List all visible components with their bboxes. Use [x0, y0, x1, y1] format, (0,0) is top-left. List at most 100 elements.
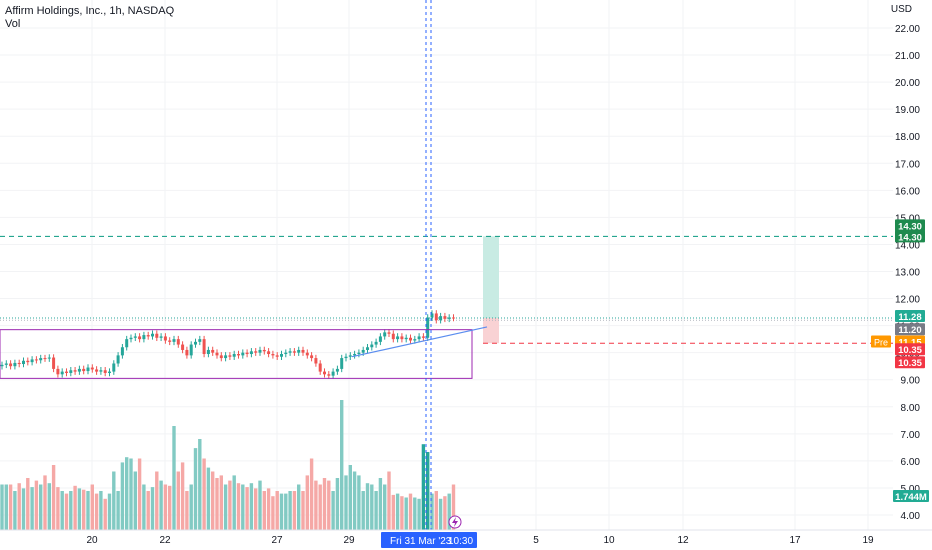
x-tick-label: 22 — [159, 535, 171, 546]
volume-bar — [0, 484, 4, 530]
volume-bar — [193, 448, 198, 530]
candle-body — [185, 349, 189, 356]
volume-bar — [142, 484, 146, 530]
candle-body — [198, 339, 202, 342]
candle-body — [262, 349, 266, 352]
volume-bar — [99, 491, 103, 530]
candle-body — [125, 339, 129, 348]
candle-body — [65, 371, 68, 373]
volume-bar — [21, 488, 26, 530]
candle-body — [172, 339, 176, 342]
candle-body — [331, 371, 335, 376]
candle-body — [447, 317, 451, 319]
volume-bar — [297, 484, 301, 530]
x-tick-label: 10 — [603, 535, 615, 546]
volume-bar — [417, 498, 421, 530]
y-tick-label: 12.00 — [895, 295, 920, 306]
candle-body — [151, 333, 154, 337]
y-tick-label: 14.00 — [895, 240, 920, 251]
candle-body — [0, 364, 4, 367]
volume-bar — [249, 483, 254, 530]
candle-body — [9, 363, 13, 367]
volume-bar — [284, 493, 288, 530]
y-tick-label: 7.00 — [901, 430, 921, 441]
volume-bar — [387, 471, 391, 530]
volume-bar — [228, 480, 232, 530]
volume-bar — [275, 491, 279, 530]
time-axis[interactable]: 20 22 27 29 5 10 12 17 19 — [0, 529, 932, 546]
candle-body — [409, 337, 412, 341]
candle-body — [348, 355, 352, 357]
volume-bar — [206, 467, 211, 530]
volume-legend[interactable]: Vol — [5, 18, 21, 30]
volume-bar — [430, 493, 434, 530]
candle-body — [176, 339, 180, 345]
volume-bar — [301, 491, 305, 530]
volume-bar — [438, 498, 443, 530]
volume-bar — [309, 458, 314, 530]
candle-body — [421, 336, 425, 338]
volume-bar — [39, 484, 43, 530]
volume-bar — [357, 475, 361, 530]
candle-series — [0, 310, 455, 379]
candle-body — [404, 337, 408, 340]
volume-bar — [34, 480, 39, 530]
candle-body — [374, 341, 378, 345]
candle-body — [22, 360, 25, 365]
volume-bar — [391, 494, 395, 530]
candle-body — [237, 354, 240, 356]
volume-bar — [116, 491, 120, 530]
x-tick-label: 29 — [343, 535, 355, 546]
volume-bar — [314, 480, 318, 530]
drawings-layer[interactable] — [0, 326, 488, 379]
y-tick-label: 17.00 — [895, 159, 920, 170]
volume-bar — [348, 465, 352, 530]
volume-bar — [365, 483, 370, 530]
volume-value-label: 1.744M — [895, 492, 927, 503]
volume-bar — [215, 478, 219, 530]
volume-bar — [176, 471, 180, 530]
y-tick-label: 15.00 — [895, 213, 920, 224]
volume-bar — [120, 462, 125, 530]
horizontal-lines — [0, 235, 893, 344]
volume-bar — [245, 487, 249, 530]
candle-body — [267, 351, 271, 355]
volume-bar — [86, 491, 90, 530]
volume-bar — [82, 489, 86, 530]
candle-body — [430, 313, 434, 318]
candle-body — [90, 367, 94, 370]
volume-bar — [344, 475, 348, 530]
volume-bar — [434, 491, 438, 530]
symbol-title[interactable]: Affirm Holdings, Inc., 1h, NASDAQ — [5, 5, 175, 17]
candle-body — [271, 354, 275, 356]
candle-body — [400, 336, 404, 340]
volume-bar — [26, 478, 30, 530]
candle-body — [194, 341, 197, 345]
candle-body — [323, 371, 326, 375]
volume-bar — [361, 491, 365, 530]
pre-tag-bg — [871, 335, 891, 348]
candle-body — [82, 368, 86, 372]
volume-bar — [43, 475, 47, 530]
last-price-label-bg — [895, 310, 925, 323]
volume-bar — [163, 484, 168, 530]
volume-bar — [258, 480, 262, 530]
prev-price-label-bg — [895, 323, 925, 336]
volume-bar — [189, 484, 193, 530]
volume-bar — [279, 493, 284, 530]
volume-bar — [374, 491, 378, 530]
volume-bar — [327, 480, 331, 530]
target-price-label-top-bg — [895, 219, 925, 232]
candle-body — [116, 355, 120, 364]
candle-body — [133, 336, 137, 338]
candle-body — [43, 358, 47, 360]
volume-bar — [378, 478, 383, 530]
crosshair-date-label: Fri 31 Mar '23 — [390, 536, 452, 547]
candle-body — [163, 336, 167, 341]
candle-body — [318, 363, 322, 372]
candle-body — [155, 333, 159, 338]
candle-body — [52, 357, 56, 369]
candle-body — [168, 340, 172, 342]
